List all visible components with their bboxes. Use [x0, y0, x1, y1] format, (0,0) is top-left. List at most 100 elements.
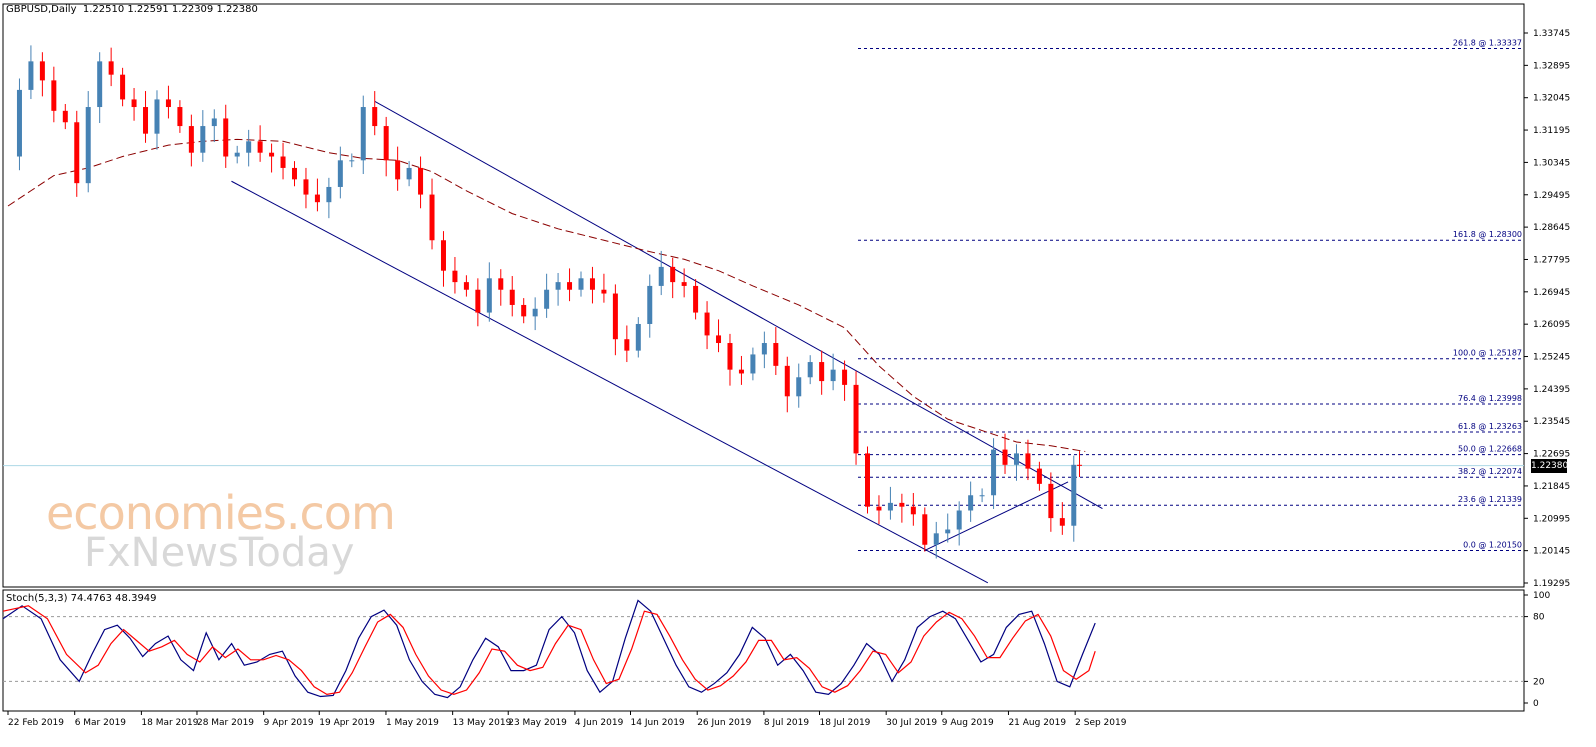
candle-body — [475, 289, 481, 313]
candle-body — [945, 529, 951, 534]
x-tick-label: 2 Sep 2019 — [1075, 718, 1127, 728]
x-tick-label: 1 May 2019 — [386, 718, 439, 728]
candle-body — [853, 384, 859, 454]
stoch-y-tick-label: 20 — [1533, 677, 1545, 687]
candle-body — [498, 278, 504, 290]
candle-body — [372, 107, 378, 127]
candle-body — [1077, 464, 1083, 466]
candle-body — [612, 293, 618, 340]
candle-body — [910, 506, 916, 515]
candle-body — [670, 266, 676, 283]
candle-body — [1036, 468, 1042, 484]
candle-body — [819, 362, 825, 382]
trend-channel-line — [231, 180, 989, 584]
current-price-tag: 1.22380 — [1531, 459, 1569, 473]
y-tick-label: 1.19295 — [1533, 579, 1570, 589]
stoch-y-tick-label: 80 — [1533, 613, 1545, 623]
trend-channel-line — [924, 481, 1069, 551]
candle-body — [165, 99, 171, 108]
candle-body — [716, 335, 722, 344]
candle-body — [303, 179, 309, 195]
candle-body — [429, 194, 435, 241]
candle-body — [246, 141, 252, 153]
candle-body — [807, 362, 813, 378]
x-tick-label: 6 Mar 2019 — [75, 718, 127, 728]
fib-level-label: 76.4 @ 1.23998 — [1458, 394, 1522, 403]
fib-level-label: 261.8 @ 1.33337 — [1453, 39, 1522, 48]
candle-body — [257, 141, 263, 153]
candle-body — [383, 126, 389, 161]
candle-body — [188, 126, 194, 153]
candle-body — [899, 502, 905, 507]
candle-body — [704, 312, 710, 336]
candle-body — [601, 289, 607, 294]
candle-body — [555, 282, 561, 290]
candle-body — [865, 453, 870, 507]
fib-level-label: 50.0 @ 1.22668 — [1458, 445, 1522, 454]
x-tick-label: 28 Mar 2019 — [197, 718, 254, 728]
candle-body — [761, 343, 767, 355]
candle-body — [28, 61, 34, 90]
candle-body — [360, 107, 366, 161]
candle-body — [968, 495, 974, 511]
watermark-fxnewstoday: FxNewsToday — [84, 530, 355, 576]
candle-body — [887, 502, 893, 511]
stochastic-header: Stoch(5,3,3) 74.4763 48.3949 — [6, 593, 157, 604]
fib-level-label: 161.8 @ 1.28300 — [1453, 230, 1522, 239]
candle-body — [463, 282, 469, 290]
y-tick-label: 1.24395 — [1533, 385, 1570, 395]
candle-body — [51, 80, 57, 111]
x-tick-label: 8 Jul 2019 — [764, 718, 809, 728]
candle-body — [452, 270, 458, 283]
x-tick-label: 21 Aug 2019 — [1008, 718, 1066, 728]
fib-level-label: 61.8 @ 1.23263 — [1458, 422, 1522, 431]
trend-channel-line — [374, 100, 1103, 510]
candle-body — [681, 282, 687, 286]
candle-body — [567, 282, 573, 290]
candle-body — [16, 89, 22, 157]
candle-body — [200, 126, 206, 153]
candle-body — [223, 118, 229, 157]
x-tick-label: 9 Apr 2019 — [264, 718, 314, 728]
candle-body — [85, 107, 91, 184]
candle-body — [97, 61, 103, 108]
candle-body — [521, 304, 527, 317]
x-tick-label: 18 Mar 2019 — [141, 718, 198, 728]
candle-body — [922, 514, 928, 545]
candle-body — [589, 278, 595, 290]
candle-body — [337, 160, 343, 187]
candle-body — [211, 118, 217, 127]
candle-body — [1002, 449, 1008, 465]
y-tick-label: 1.26945 — [1533, 288, 1570, 298]
y-tick-label: 1.26095 — [1533, 320, 1570, 330]
candle-body — [842, 369, 848, 385]
symbol-label: GBPUSD,Daily — [6, 4, 77, 15]
y-tick-label: 1.22695 — [1533, 450, 1570, 460]
candle-body — [108, 61, 114, 75]
x-tick-label: 9 Aug 2019 — [942, 718, 994, 728]
y-tick-label: 1.32045 — [1533, 94, 1570, 104]
candle-body — [234, 152, 240, 157]
candle-body — [1059, 518, 1065, 526]
y-tick-label: 1.21845 — [1533, 482, 1570, 492]
candle-body — [933, 533, 939, 545]
candle-body — [991, 449, 997, 496]
y-tick-label: 1.31195 — [1533, 126, 1570, 136]
x-tick-label: 23 May 2019 — [508, 718, 567, 728]
price-panel-frame — [2, 3, 1525, 588]
x-tick-label: 26 Jun 2019 — [697, 718, 751, 728]
candle-body — [509, 289, 515, 305]
y-tick-label: 1.29495 — [1533, 191, 1570, 201]
y-tick-label: 1.25245 — [1533, 353, 1570, 363]
candle-body — [349, 160, 355, 162]
candle-body — [177, 107, 183, 127]
stoch-main-line — [2, 599, 1096, 699]
candle-body — [143, 107, 149, 134]
candle-body — [750, 354, 756, 374]
candle-body — [1048, 483, 1054, 519]
x-tick-label: 13 May 2019 — [453, 718, 512, 728]
fib-level-label: 38.2 @ 1.22074 — [1458, 467, 1522, 476]
candle-body — [532, 308, 538, 317]
candle-body — [131, 99, 137, 108]
